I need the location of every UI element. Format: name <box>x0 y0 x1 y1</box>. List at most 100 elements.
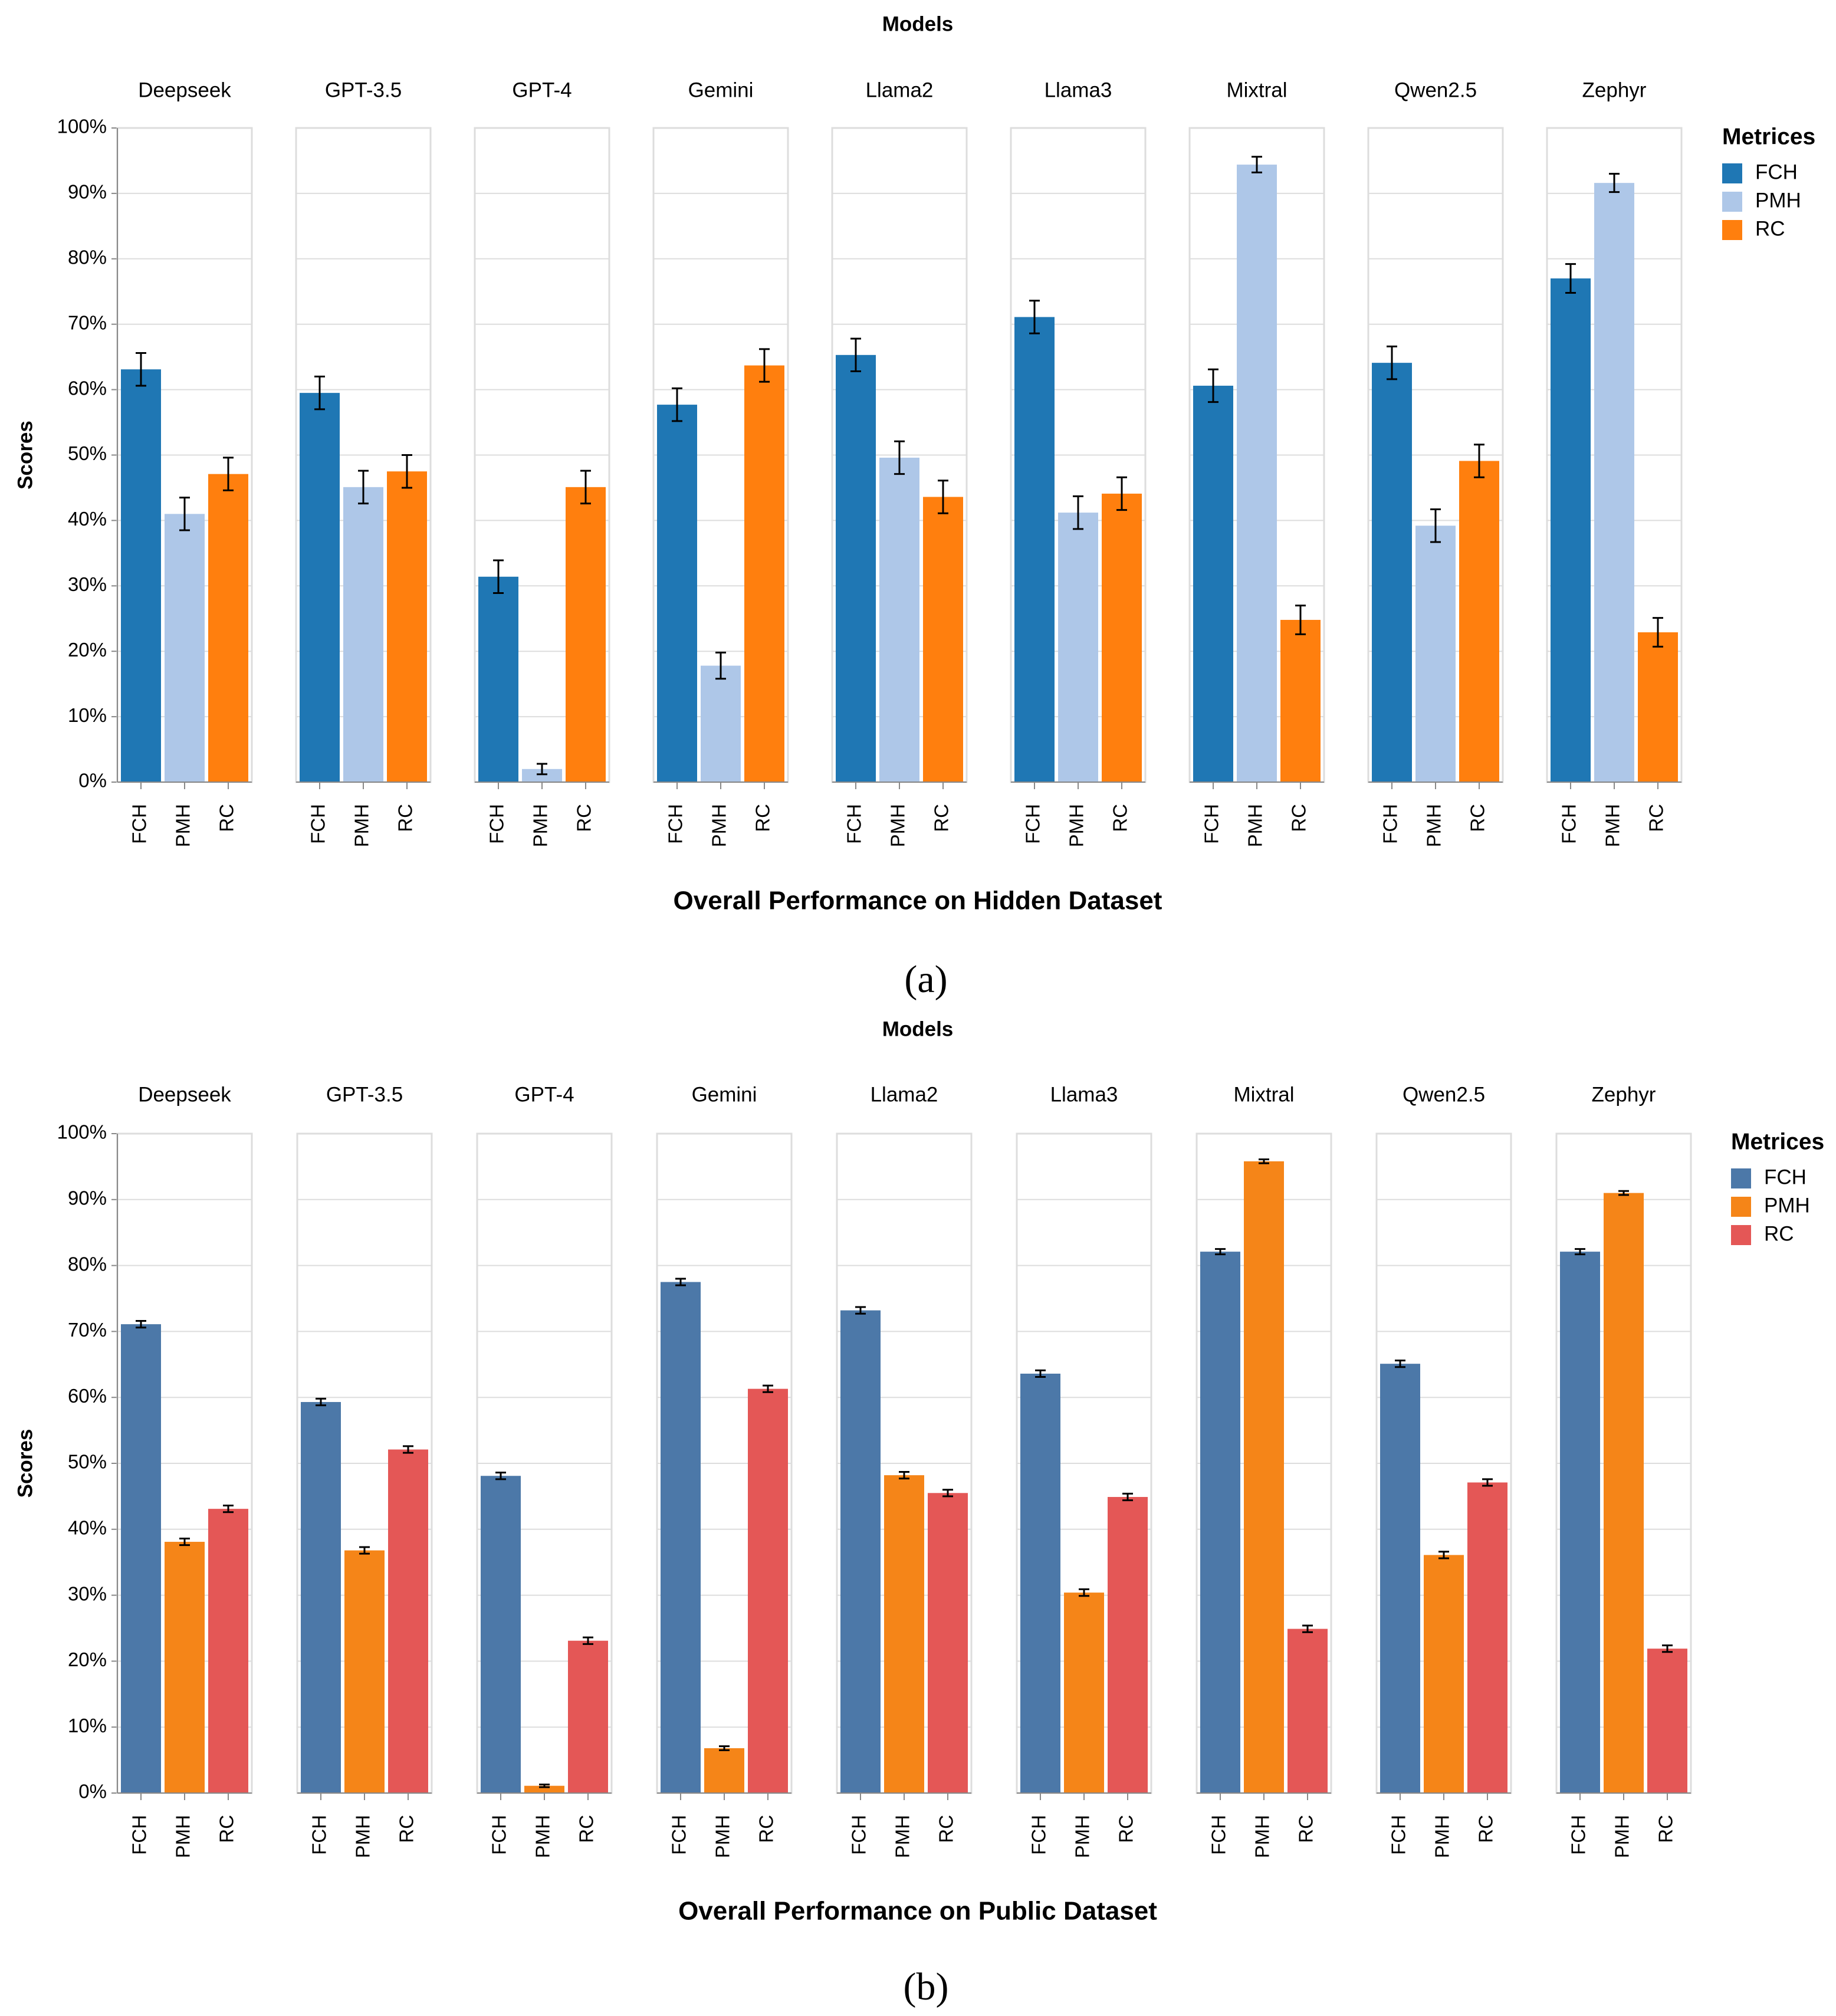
error-bar-qwen2-5-rc <box>1474 444 1484 478</box>
error-bar-deepseek-pmh <box>179 497 190 531</box>
error-bar-gemini-rc <box>763 1384 773 1393</box>
error-bar-gemini-pmh <box>719 1745 730 1751</box>
facet-title-gemini: Gemini <box>688 78 754 101</box>
legend-label-fch: FCH <box>1764 1165 1807 1188</box>
facet-deepseek: Deepseek FCH PMH RC <box>116 1083 253 1858</box>
error-bar-llama2-fch <box>855 1306 866 1315</box>
x-tick-label: FCH <box>1388 1815 1410 1855</box>
legend: Metrices FCH PMH RC <box>1731 1129 1824 1245</box>
x-tick-label: PMH <box>1602 804 1624 847</box>
bar-gpt-4-pmh <box>522 769 562 782</box>
x-tick-label: FCH <box>1558 804 1580 844</box>
x-tick-label: FCH <box>843 804 865 844</box>
bar-gpt-3-5-fch <box>301 1402 341 1793</box>
x-tick-label: RC <box>396 1815 418 1843</box>
y-tick-label: 80% <box>68 247 107 268</box>
facet-title-deepseek: Deepseek <box>138 78 231 101</box>
bar-gemini-rc <box>744 365 784 782</box>
x-tick-label: PMH <box>892 1815 914 1858</box>
error-bar-zephyr-pmh <box>1609 173 1620 193</box>
error-bar-qwen2-5-pmh <box>1438 1551 1449 1559</box>
error-bar-qwen2-5-rc <box>1482 1478 1493 1487</box>
y-tick-label: 50% <box>68 1451 107 1473</box>
error-bar-mixtral-rc <box>1295 605 1306 635</box>
x-tick-label: FCH <box>1201 804 1223 844</box>
y-tick-label: 30% <box>68 573 107 595</box>
y-tick-label: 0% <box>78 770 107 792</box>
x-tick-label: FCH <box>1022 804 1044 844</box>
y-tick-label: 90% <box>68 181 107 203</box>
legend-title: Metrices <box>1722 124 1815 149</box>
bar-llama2-fch <box>840 1310 881 1793</box>
x-tick-label: PMH <box>712 1815 734 1858</box>
legend-title: Metrices <box>1731 1129 1824 1154</box>
panel-caption: (a) <box>904 958 947 1001</box>
bar-qwen2-5-pmh <box>1424 1555 1464 1793</box>
bar-llama3-pmh <box>1058 513 1098 782</box>
bar-gemini-pmh <box>704 1748 744 1793</box>
facet-title-gemini: Gemini <box>692 1083 757 1106</box>
facet-title-deepseek: Deepseek <box>138 1083 231 1106</box>
error-bar-zephyr-fch <box>1565 263 1576 294</box>
bar-deepseek-fch <box>121 1324 161 1793</box>
facet-deepseek: Deepseek FCH PMH RC <box>116 78 253 847</box>
x-tick-label: FCH <box>1208 1815 1230 1855</box>
facet-title-llama3: Llama3 <box>1050 1083 1118 1106</box>
x-tick-label: RC <box>216 804 238 832</box>
facet-title-mixtral: Mixtral <box>1233 1083 1294 1106</box>
bar-deepseek-pmh <box>165 1542 205 1793</box>
x-tick-label: PMH <box>530 804 551 847</box>
x-axis-title: Overall Performance on Hidden Dataset <box>674 886 1162 915</box>
bar-gpt-3-5-rc <box>388 1449 428 1793</box>
y-tick-label: 20% <box>68 639 107 661</box>
legend: Metrices FCH PMH RC <box>1722 124 1815 240</box>
error-bar-llama3-rc <box>1116 476 1127 511</box>
bar-mixtral-rc <box>1288 1628 1328 1793</box>
error-bar-llama3-fch <box>1029 300 1040 334</box>
x-tick-label: PMH <box>1611 1815 1633 1858</box>
facet-llama2: Llama2 FCH PMH RC <box>831 78 968 847</box>
x-tick-label: FCH <box>1028 1815 1050 1855</box>
facet-gpt-4: GPT-4 FCH PMH RC <box>476 1083 613 1858</box>
error-bar-mixtral-fch <box>1215 1248 1226 1256</box>
bar-gpt-4-fch <box>481 1476 521 1793</box>
facet-llama3: Llama3 FCH PMH RC <box>1016 1083 1152 1858</box>
legend-swatch-fch <box>1722 163 1742 183</box>
bar-mixtral-pmh <box>1244 1161 1284 1793</box>
facet-llama2: Llama2 FCH PMH RC <box>836 1083 973 1858</box>
bar-mixtral-fch <box>1193 385 1233 782</box>
y-tick-label: 70% <box>68 1319 107 1341</box>
y-tick-label: 0% <box>78 1781 107 1802</box>
legend-label-rc: RC <box>1764 1222 1794 1245</box>
y-tick-label: 10% <box>68 1715 107 1736</box>
error-bar-gpt-4-pmh <box>537 763 547 776</box>
bar-zephyr-rc <box>1647 1649 1687 1793</box>
error-bar-gpt-3-5-fch <box>314 375 325 411</box>
bar-deepseek-rc <box>208 474 248 782</box>
x-tick-label: FCH <box>308 1815 330 1855</box>
bar-llama3-rc <box>1108 1497 1148 1793</box>
bar-mixtral-rc <box>1280 619 1321 782</box>
error-bar-mixtral-rc <box>1302 1624 1313 1633</box>
bar-zephyr-pmh <box>1594 183 1634 782</box>
facet-zephyr: Zephyr FCH PMH RC <box>1546 78 1683 847</box>
x-tick-label: FCH <box>1380 804 1401 844</box>
bar-llama2-rc <box>923 497 963 782</box>
facet-title-gpt-3-5: GPT-3.5 <box>325 78 402 101</box>
facet-zephyr: Zephyr FCH PMH RC <box>1555 1083 1692 1858</box>
bar-llama3-pmh <box>1064 1593 1104 1793</box>
x-tick-label: PMH <box>351 804 373 847</box>
panel-caption: (b) <box>904 1965 949 2008</box>
error-bar-gpt-3-5-pmh <box>358 469 369 505</box>
x-tick-label: PMH <box>1066 804 1088 847</box>
bar-gpt-3-5-rc <box>387 471 427 782</box>
y-tick-label: 70% <box>68 311 107 333</box>
error-bar-zephyr-fch <box>1575 1248 1585 1256</box>
facet-mixtral: Mixtral FCH PMH RC <box>1195 1083 1332 1858</box>
bar-gpt-3-5-fch <box>300 393 340 782</box>
error-bar-deepseek-fch <box>136 1320 146 1329</box>
bar-deepseek-fch <box>121 369 161 782</box>
x-tick-label: RC <box>395 804 416 832</box>
error-bar-zephyr-rc <box>1662 1644 1673 1653</box>
